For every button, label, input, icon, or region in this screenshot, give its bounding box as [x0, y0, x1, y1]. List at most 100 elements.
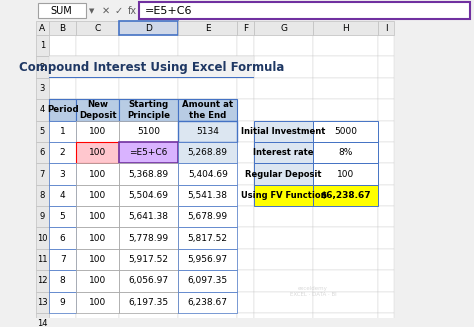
- Text: 5: 5: [40, 127, 45, 136]
- Bar: [119, 185, 178, 206]
- Text: 5,817.52: 5,817.52: [188, 234, 228, 243]
- Bar: [76, 206, 119, 228]
- Bar: [378, 228, 394, 249]
- Bar: [36, 56, 49, 78]
- Bar: [76, 313, 119, 327]
- Text: 5,268.89: 5,268.89: [188, 148, 228, 157]
- Text: 2: 2: [60, 148, 65, 157]
- Text: 1: 1: [60, 127, 65, 136]
- Text: 100: 100: [89, 127, 106, 136]
- Text: 2: 2: [40, 62, 45, 72]
- Bar: [178, 56, 237, 78]
- Bar: [313, 185, 378, 206]
- Bar: [313, 185, 378, 206]
- Text: 5,956.97: 5,956.97: [188, 255, 228, 264]
- Bar: [76, 270, 119, 292]
- Bar: [36, 249, 49, 270]
- Bar: [119, 206, 178, 228]
- Bar: [119, 228, 178, 249]
- Text: 8: 8: [40, 191, 45, 200]
- Text: D: D: [145, 24, 152, 33]
- Text: ✕: ✕: [102, 6, 110, 16]
- Bar: [178, 185, 237, 206]
- Text: New
Deposit: New Deposit: [79, 100, 117, 120]
- Bar: [76, 185, 119, 206]
- Text: 5,368.89: 5,368.89: [128, 169, 169, 179]
- Bar: [378, 78, 394, 99]
- Text: 5,504.69: 5,504.69: [128, 191, 169, 200]
- Bar: [76, 56, 119, 78]
- Bar: [254, 56, 313, 78]
- Bar: [49, 292, 76, 313]
- Bar: [119, 249, 178, 270]
- Text: Amount at
the End: Amount at the End: [182, 100, 233, 120]
- Bar: [36, 270, 49, 292]
- Bar: [378, 206, 394, 228]
- Bar: [76, 99, 119, 121]
- Bar: [178, 99, 237, 121]
- Bar: [313, 163, 378, 185]
- Bar: [313, 142, 378, 163]
- Text: 100: 100: [89, 169, 106, 179]
- Bar: [237, 142, 254, 163]
- Bar: [119, 228, 178, 249]
- Bar: [76, 206, 119, 228]
- Bar: [378, 142, 394, 163]
- Bar: [313, 21, 378, 35]
- Bar: [254, 228, 313, 249]
- Text: 7: 7: [40, 169, 45, 179]
- Text: exceldemy
EXCEL · DATA · BI: exceldemy EXCEL · DATA · BI: [290, 286, 337, 297]
- Bar: [237, 313, 254, 327]
- Bar: [178, 249, 237, 270]
- Bar: [313, 270, 378, 292]
- Bar: [119, 292, 178, 313]
- Text: C: C: [95, 24, 101, 33]
- Text: 100: 100: [337, 169, 354, 179]
- Bar: [36, 163, 49, 185]
- Bar: [254, 292, 313, 313]
- Bar: [378, 185, 394, 206]
- Text: 10: 10: [37, 234, 47, 243]
- Bar: [36, 78, 49, 99]
- Bar: [254, 249, 313, 270]
- Bar: [49, 142, 76, 163]
- Text: =E5+C6: =E5+C6: [145, 6, 192, 16]
- Bar: [76, 78, 119, 99]
- Bar: [237, 56, 254, 78]
- Bar: [49, 185, 76, 206]
- Bar: [49, 56, 254, 78]
- Bar: [49, 56, 76, 78]
- Bar: [119, 206, 178, 228]
- Bar: [254, 99, 313, 121]
- Bar: [237, 270, 254, 292]
- Bar: [254, 21, 313, 35]
- Text: F: F: [243, 24, 248, 33]
- Text: 5: 5: [60, 212, 65, 221]
- Bar: [49, 292, 76, 313]
- Bar: [313, 35, 378, 56]
- Bar: [378, 21, 394, 35]
- Bar: [49, 21, 76, 35]
- Bar: [254, 185, 313, 206]
- Text: 6: 6: [60, 234, 65, 243]
- Bar: [76, 270, 119, 292]
- Text: Period: Period: [47, 105, 78, 114]
- Text: Starting
Principle: Starting Principle: [127, 100, 170, 120]
- Bar: [237, 228, 254, 249]
- Bar: [254, 163, 313, 185]
- Bar: [139, 2, 470, 19]
- Bar: [119, 249, 178, 270]
- Bar: [254, 35, 313, 56]
- Bar: [254, 121, 313, 142]
- Bar: [178, 78, 237, 99]
- Bar: [378, 313, 394, 327]
- Bar: [76, 121, 119, 142]
- Bar: [49, 121, 76, 142]
- Bar: [254, 206, 313, 228]
- Bar: [237, 78, 254, 99]
- Bar: [378, 163, 394, 185]
- Bar: [76, 163, 119, 185]
- Bar: [313, 99, 378, 121]
- Text: 6: 6: [40, 148, 45, 157]
- Text: 6,197.35: 6,197.35: [128, 298, 169, 307]
